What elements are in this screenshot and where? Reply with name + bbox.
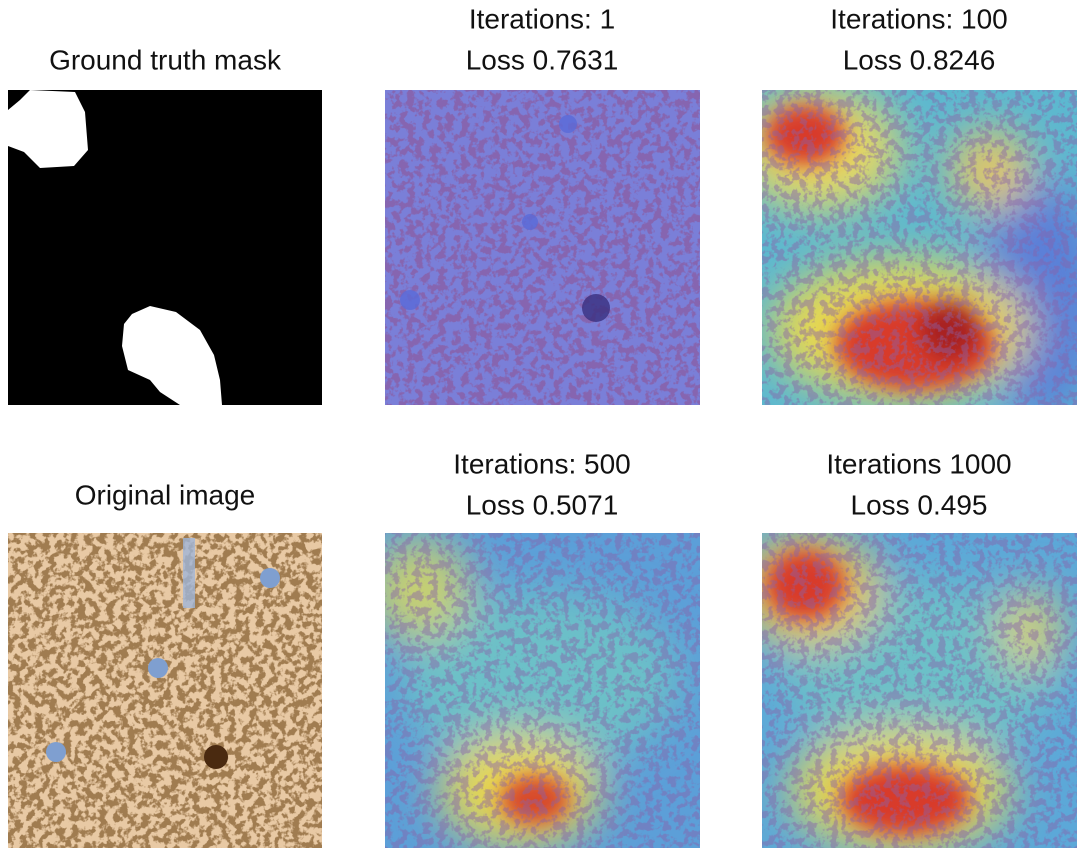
panel-caption: Loss 0.8246 [843,44,996,75]
heatmap-image [740,90,1077,420]
heatmap-image [385,90,700,405]
heatmap-image [370,533,700,848]
panel-caption: Ground truth mask [49,44,282,75]
panel-caption: Original image [75,479,256,510]
original-image [8,533,322,848]
panel-caption: Loss 0.495 [851,489,988,520]
panel-caption: Loss 0.5071 [466,489,619,520]
panel-caption: Iterations: 500 [453,448,630,479]
panel-caption: Iterations 1000 [826,448,1011,479]
heatmap-image [740,533,1077,849]
panel-caption: Iterations: 1 [469,3,615,34]
figure: Ground truth mask Iterations: 1 Loss 0.763… [0,0,1077,849]
panel-caption: Loss 0.7631 [466,44,619,75]
mask-image [8,90,322,405]
panel-caption: Iterations: 100 [830,3,1007,34]
